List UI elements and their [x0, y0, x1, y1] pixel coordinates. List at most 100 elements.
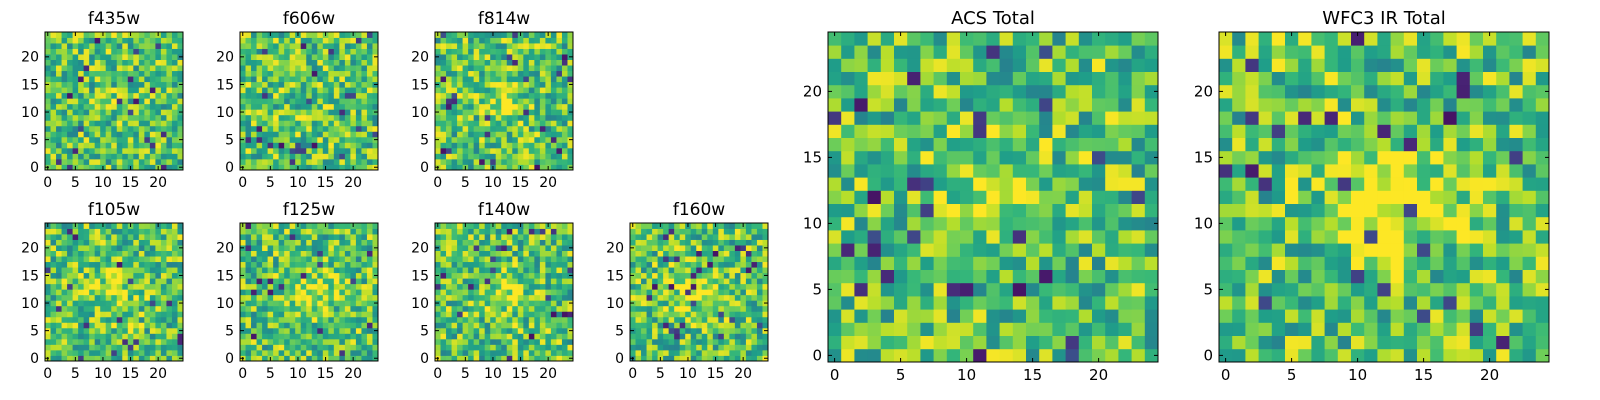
heatmap-cell [1118, 282, 1132, 297]
heatmap-cell [322, 289, 329, 296]
heatmap-cell [144, 311, 151, 318]
heatmap-cell [501, 81, 508, 88]
heatmap-cell [289, 272, 296, 279]
heatmap-cell [479, 92, 486, 99]
heatmap-cell [556, 327, 563, 334]
heatmap-cell [756, 322, 763, 329]
heatmap-cell [451, 349, 458, 356]
heatmap-cell [61, 32, 68, 38]
heatmap-cell [127, 349, 134, 356]
heatmap-cell [751, 278, 758, 285]
heatmap-cell [94, 70, 101, 77]
heatmap-cell [355, 338, 362, 345]
heatmap-cell [556, 333, 563, 340]
heatmap-cell [289, 300, 296, 307]
heatmap-cell [435, 261, 441, 268]
heatmap-cell [652, 283, 658, 290]
heatmap-cell [138, 92, 145, 99]
heatmap-cell [762, 316, 769, 323]
heatmap-cell [501, 59, 508, 66]
heatmap-cell [177, 311, 184, 318]
heatmap-cell [127, 283, 134, 290]
heatmap-cell [528, 349, 535, 356]
heatmap-cell [539, 322, 546, 329]
heatmap-cell [144, 289, 151, 296]
heatmap-cell [311, 48, 318, 55]
heatmap-cell [745, 245, 752, 251]
heatmap-cell [262, 48, 268, 55]
heatmap-cell [105, 142, 112, 149]
heatmap-cell [267, 65, 274, 72]
heatmap-cell [523, 278, 530, 285]
heatmap-cell [1065, 164, 1080, 178]
heatmap-cell [333, 142, 340, 149]
heatmap-cell [506, 125, 513, 132]
heatmap-cell [355, 131, 362, 138]
heatmap-cell [567, 261, 574, 268]
heatmap-cell [278, 245, 285, 251]
heatmap-cell [372, 103, 379, 110]
heatmap-cell [361, 147, 368, 154]
heatmap-cell [745, 338, 752, 345]
heatmap-cell [100, 338, 107, 345]
heatmap-cell [528, 294, 535, 301]
heatmap-cell [89, 54, 96, 60]
heatmap-cell [278, 70, 285, 77]
heatmap-cell [350, 267, 357, 274]
heatmap-cell [155, 81, 162, 88]
heatmap-cell [907, 243, 921, 257]
heatmap-cell [372, 92, 379, 99]
heatmap-cell [262, 109, 268, 116]
heatmap-cell [122, 234, 129, 240]
heatmap-cell [501, 322, 508, 329]
heatmap-cell [311, 311, 318, 318]
heatmap-cell [144, 261, 151, 268]
heatmap-cell [94, 294, 101, 301]
heatmap-cell [127, 76, 134, 83]
heatmap-cell [690, 278, 697, 285]
heatmap-cell [289, 283, 296, 290]
heatmap-cell [894, 216, 908, 231]
heatmap-cell [61, 355, 68, 362]
heatmap-cell [446, 164, 452, 171]
heatmap-cell [556, 355, 563, 362]
heatmap-cell [479, 333, 486, 340]
heatmap-cell [300, 256, 307, 263]
heatmap-cell [328, 355, 335, 362]
heatmap-cell [523, 103, 530, 110]
heatmap-cell [473, 294, 480, 301]
heatmap-cell [361, 333, 368, 340]
heatmap-cell [528, 92, 535, 99]
heatmap-cell [512, 261, 519, 268]
heatmap-cell [372, 223, 379, 229]
heatmap-cell [539, 344, 546, 351]
heatmap-cell [122, 245, 129, 251]
heatmap-cell [251, 120, 257, 127]
heatmap-cell [495, 245, 502, 251]
heatmap-cell [762, 239, 769, 246]
heatmap-cell [701, 245, 708, 251]
heatmap-cell [446, 87, 452, 94]
heatmap-cell [284, 250, 291, 257]
heatmap-cell [127, 344, 134, 351]
heatmap-cell [83, 338, 90, 345]
heatmap-cell [506, 300, 513, 307]
heatmap-cell [674, 344, 681, 351]
heatmap-cell [278, 289, 285, 296]
heatmap-cell [267, 305, 274, 312]
heatmap-cell [567, 294, 574, 301]
heatmap-cell [451, 294, 458, 301]
heatmap-cell [251, 261, 257, 268]
heatmap-cell [317, 37, 324, 44]
heatmap-cell [127, 261, 134, 268]
heatmap-cell [72, 142, 79, 149]
heatmap-cell [641, 223, 647, 229]
heatmap-cell [177, 158, 184, 165]
heatmap-cell [457, 294, 463, 301]
heatmap-cell [1012, 269, 1027, 284]
heatmap-cell [907, 150, 921, 165]
heatmap-cell [745, 223, 752, 229]
heatmap-cell [361, 256, 368, 263]
heatmap-cell [630, 349, 636, 356]
